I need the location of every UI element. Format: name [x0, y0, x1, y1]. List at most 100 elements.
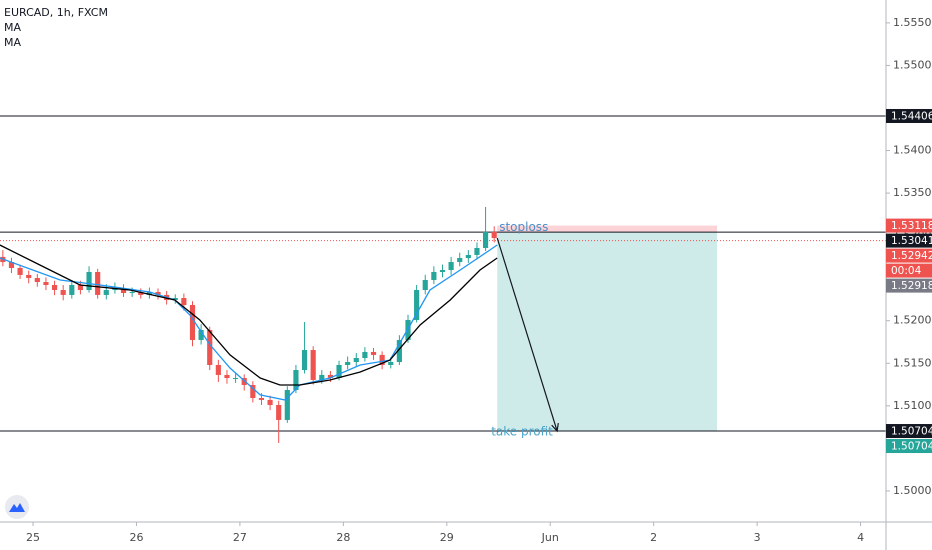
price-label: 1.50704 — [891, 426, 932, 438]
x-tick-label: 28 — [336, 531, 350, 544]
price-label-box — [886, 278, 932, 293]
price-label: 1.53041 — [891, 235, 932, 247]
x-tick-label: Jun — [541, 531, 559, 544]
candle-body — [310, 350, 316, 380]
candle-body — [34, 278, 40, 283]
y-tick-label: 1.54000 — [893, 144, 932, 157]
plot-area: stoploss take profit — [0, 115, 886, 443]
candle-body — [51, 284, 58, 291]
logo[interactable] — [5, 495, 29, 519]
candle-body — [60, 290, 66, 295]
candle-body — [215, 364, 221, 375]
candle-body — [26, 274, 32, 279]
candle-body — [207, 330, 213, 365]
candle-body — [491, 231, 497, 239]
candle-body — [69, 284, 75, 295]
y-tick-label: 1.52000 — [893, 314, 932, 327]
candle-body — [353, 358, 359, 363]
candle-body — [379, 354, 385, 365]
y-tick-label: 1.55000 — [893, 58, 932, 71]
candle-body — [224, 374, 230, 379]
candle-body — [103, 290, 109, 295]
candle-body — [181, 298, 187, 305]
candle-body — [293, 370, 299, 391]
price-label-box — [886, 218, 932, 233]
candle-body — [276, 404, 282, 420]
candle-body — [155, 291, 161, 295]
candle-body — [267, 399, 273, 405]
symbol-title: EURCAD, 1h, FXCM — [4, 6, 108, 19]
y-tick-label: 1.50000 — [893, 484, 932, 497]
stop-zone — [497, 225, 718, 233]
candle-body — [474, 247, 480, 255]
candle-body — [77, 284, 84, 291]
candle-body — [327, 374, 334, 379]
x-tick-label: 29 — [440, 531, 454, 544]
price-label: 1.53118 — [891, 220, 932, 232]
price-label-box — [886, 424, 932, 439]
candle-body — [258, 398, 265, 400]
y-tick-label: 1.51000 — [893, 399, 932, 412]
price-label-box — [886, 439, 932, 454]
candle-body — [146, 291, 152, 295]
candle-body — [448, 262, 454, 271]
x-tick-label: 4 — [857, 531, 864, 544]
x-tick-label: 26 — [129, 531, 143, 544]
candle-body — [189, 304, 196, 340]
x-tick-label: 27 — [233, 531, 247, 544]
x-tick-label: 3 — [754, 531, 761, 544]
logo-icon[interactable] — [9, 503, 25, 512]
x-tick-label: 25 — [26, 531, 40, 544]
candle-body — [8, 262, 15, 268]
y-tick-label: 1.55500 — [893, 16, 932, 29]
y-tick-label: 1.51500 — [893, 356, 932, 369]
candle-body — [465, 254, 471, 259]
price-label-box — [886, 108, 932, 123]
candle-body — [301, 350, 308, 371]
price-label-box — [886, 263, 932, 278]
candle-body — [138, 291, 144, 295]
arrow-line — [496, 237, 558, 432]
candle-body — [457, 258, 463, 263]
candle-body — [362, 351, 368, 359]
candle-body — [172, 298, 178, 300]
candle-body — [86, 271, 92, 291]
candle-body — [345, 362, 351, 365]
candle-body — [95, 271, 101, 295]
candle-body — [370, 351, 377, 355]
price-label: 1.50704 — [891, 441, 932, 453]
candle-body — [336, 364, 342, 379]
candle-body — [17, 267, 23, 275]
x-tick-label: 2 — [650, 531, 657, 544]
candle-body — [250, 384, 256, 399]
moving-average — [0, 244, 498, 386]
price-label-box — [886, 233, 932, 248]
price-label: 00:04 — [891, 265, 922, 277]
logo-circle[interactable] — [5, 495, 29, 519]
candle-body — [43, 282, 49, 285]
moving-average — [0, 244, 498, 401]
candle-body — [439, 270, 446, 272]
y-tick-label: 1.53500 — [893, 186, 932, 199]
candle-body — [414, 290, 420, 320]
price-label: 1.54406 — [891, 110, 932, 122]
price-label: 1.52918 — [891, 280, 932, 292]
price-label: 1.52942 — [891, 250, 932, 262]
candle-body — [120, 287, 127, 293]
candle-body — [233, 378, 239, 380]
candle-body — [396, 339, 402, 363]
indicator-label: MA — [4, 36, 21, 49]
arrow-head — [551, 423, 559, 433]
indicator-label: MA — [4, 21, 21, 34]
price-label-box — [886, 248, 932, 263]
annotation: stoploss — [499, 220, 548, 234]
annotation: take profit — [491, 425, 553, 439]
candle-body — [388, 362, 394, 365]
candle-body — [319, 374, 325, 380]
candle-body — [431, 271, 437, 280]
candle-body — [284, 390, 290, 420]
candle-body — [482, 231, 489, 248]
candle-body — [422, 279, 428, 291]
